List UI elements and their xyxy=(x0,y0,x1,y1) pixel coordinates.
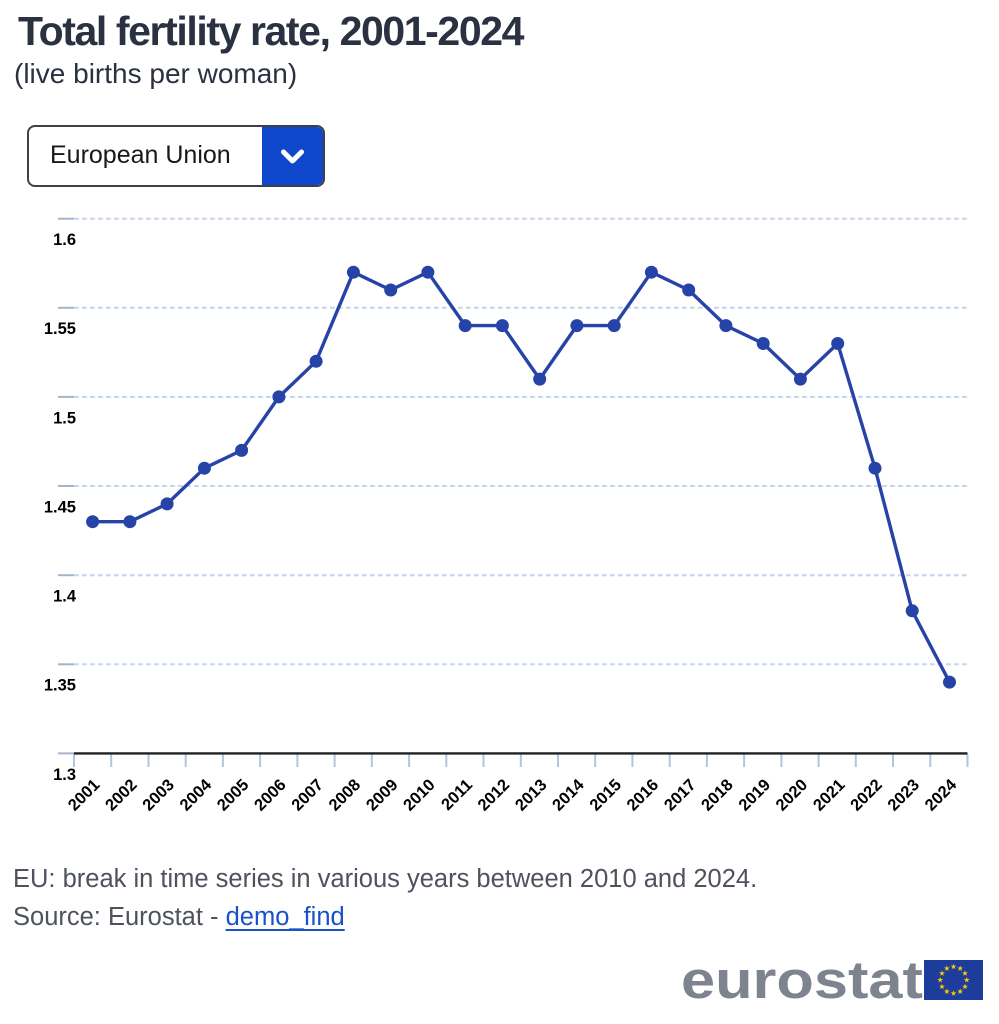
svg-text:1.4: 1.4 xyxy=(53,588,77,606)
svg-text:2005: 2005 xyxy=(214,776,253,815)
svg-text:2022: 2022 xyxy=(847,776,886,815)
svg-text:2009: 2009 xyxy=(363,776,402,815)
svg-text:2007: 2007 xyxy=(288,776,327,815)
svg-text:2023: 2023 xyxy=(884,776,923,815)
svg-text:2002: 2002 xyxy=(102,776,141,815)
svg-text:1.6: 1.6 xyxy=(53,231,76,249)
svg-text:1.45: 1.45 xyxy=(44,498,76,516)
svg-text:2004: 2004 xyxy=(177,775,216,814)
svg-text:2015: 2015 xyxy=(586,776,625,815)
svg-text:1.35: 1.35 xyxy=(44,677,76,695)
svg-text:2012: 2012 xyxy=(475,776,514,815)
svg-text:2014: 2014 xyxy=(549,775,588,814)
svg-text:2017: 2017 xyxy=(661,776,700,815)
svg-text:2016: 2016 xyxy=(624,776,663,815)
svg-text:2024: 2024 xyxy=(922,775,961,814)
svg-text:2013: 2013 xyxy=(512,776,551,815)
svg-text:2021: 2021 xyxy=(810,776,849,815)
svg-text:2010: 2010 xyxy=(400,776,439,815)
svg-text:2003: 2003 xyxy=(139,776,178,815)
svg-text:1.5: 1.5 xyxy=(53,409,76,427)
svg-text:2008: 2008 xyxy=(326,776,365,815)
svg-text:1.55: 1.55 xyxy=(44,320,76,338)
svg-text:2020: 2020 xyxy=(773,776,812,815)
svg-text:2011: 2011 xyxy=(438,776,476,814)
svg-text:2006: 2006 xyxy=(251,776,290,815)
svg-text:2019: 2019 xyxy=(735,776,774,815)
svg-text:2018: 2018 xyxy=(698,776,737,815)
svg-text:1.3: 1.3 xyxy=(53,766,76,784)
